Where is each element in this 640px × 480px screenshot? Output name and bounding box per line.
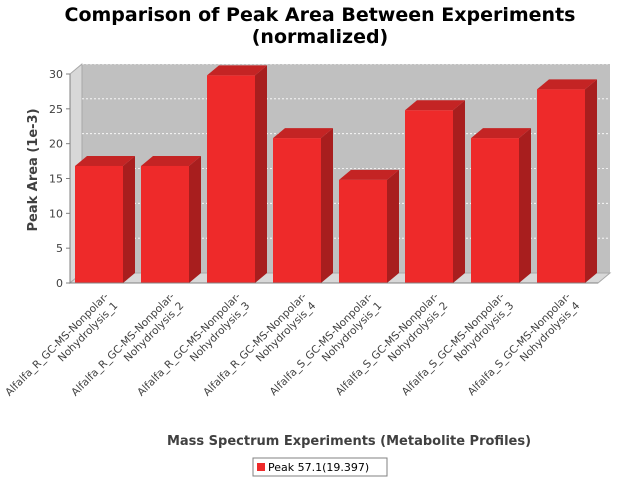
legend: Peak 57.1(19.397) bbox=[252, 457, 388, 477]
bar-front bbox=[339, 179, 387, 283]
bar-top bbox=[537, 79, 597, 90]
legend-box bbox=[252, 457, 388, 477]
bar-top bbox=[405, 100, 465, 111]
bar-top bbox=[75, 155, 135, 166]
x-axis-title: Mass Spectrum Experiments (Metabolite Pr… bbox=[167, 434, 531, 449]
legend-label: Peak 57.1(19.397) bbox=[268, 461, 369, 474]
bar-side bbox=[123, 155, 135, 283]
bar-side bbox=[255, 65, 267, 283]
bar bbox=[405, 100, 465, 283]
y-tick-label: 25 bbox=[49, 103, 63, 116]
bar bbox=[141, 155, 201, 283]
bar-front bbox=[75, 165, 123, 283]
bar-side bbox=[321, 128, 333, 283]
y-axis-title: Peak Area (1e-3) bbox=[26, 108, 41, 231]
bar-side bbox=[585, 79, 597, 284]
bar-top bbox=[141, 155, 201, 166]
bar bbox=[537, 79, 597, 284]
bar-side bbox=[519, 128, 531, 283]
bar-front bbox=[537, 89, 585, 284]
bar bbox=[207, 65, 267, 283]
bar-front bbox=[471, 138, 519, 283]
y-tick-label: 20 bbox=[49, 138, 63, 151]
bar bbox=[75, 155, 135, 283]
bar-front bbox=[273, 138, 321, 283]
bar-front bbox=[405, 110, 453, 283]
bar-top bbox=[339, 169, 399, 180]
x-tick-label: Alfalfa_R_GC-MS-Nonpolar-Nohydrolysis_1 bbox=[3, 290, 120, 407]
y-tick-label: 0 bbox=[56, 277, 63, 290]
y-tick-label: 10 bbox=[49, 207, 63, 220]
bar-top bbox=[471, 128, 531, 139]
chart-title-line-1: Comparison of Peak Area Between Experime… bbox=[65, 4, 576, 26]
legend-swatch bbox=[257, 463, 265, 471]
chart-title-line-2: (normalized) bbox=[252, 26, 389, 48]
y-tick-label: 15 bbox=[49, 173, 63, 186]
bar-top bbox=[207, 65, 267, 76]
bar-top bbox=[273, 128, 333, 139]
bar bbox=[339, 169, 399, 283]
bar-side bbox=[387, 169, 399, 283]
bar-front bbox=[207, 75, 255, 283]
y-tick-label: 5 bbox=[56, 242, 63, 255]
bar-side bbox=[189, 155, 201, 283]
x-tick-label-line: Alfalfa_R_GC-MS-Nonpolar- bbox=[3, 290, 111, 398]
bar bbox=[273, 128, 333, 283]
bar-side bbox=[453, 100, 465, 283]
bars-group bbox=[75, 65, 597, 284]
y-tick-label: 30 bbox=[49, 68, 63, 81]
bar bbox=[471, 128, 531, 283]
bar-front bbox=[141, 165, 189, 283]
